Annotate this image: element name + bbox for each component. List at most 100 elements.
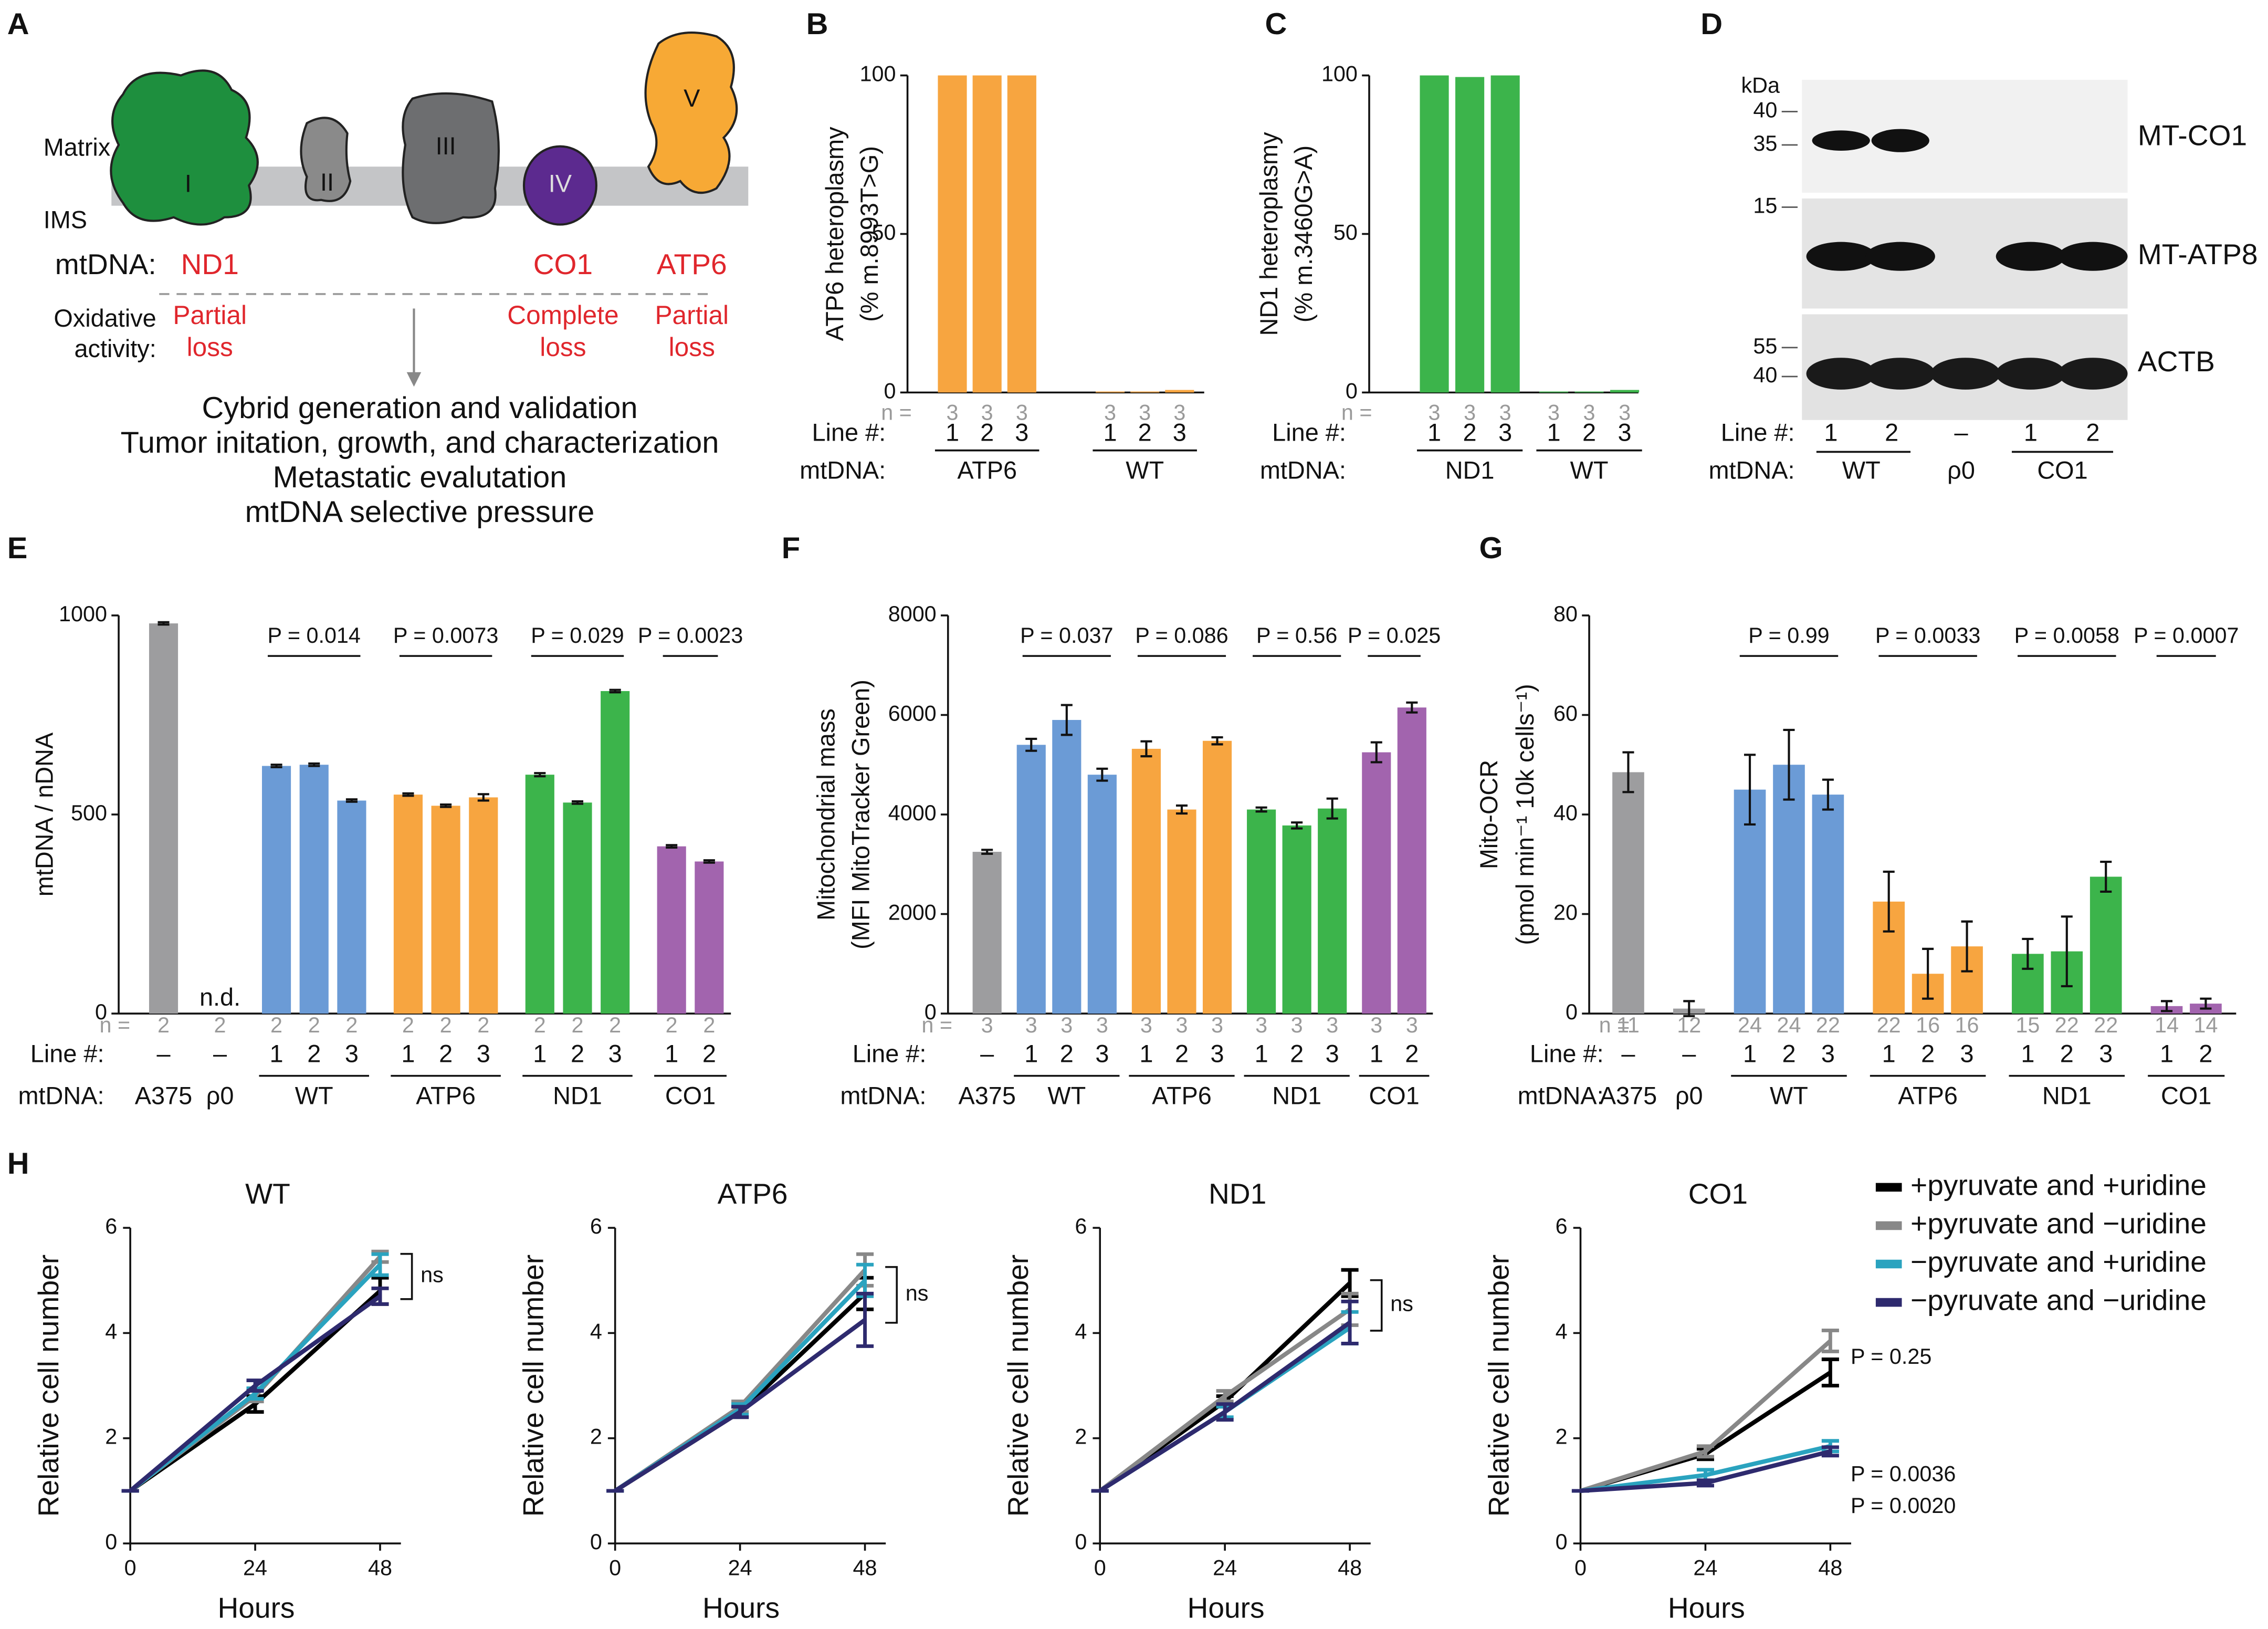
marker: 35 bbox=[1753, 131, 1777, 155]
row-label: n = bbox=[921, 1013, 952, 1037]
bar bbox=[1397, 707, 1426, 1014]
gene: ATP6 bbox=[657, 248, 727, 280]
line-label: 1 bbox=[1370, 1040, 1383, 1067]
group-label: CO1 bbox=[665, 1082, 716, 1109]
legend-label: −pyruvate and +uridine bbox=[1910, 1246, 2207, 1278]
line-label: 2 bbox=[1582, 419, 1596, 446]
protein: MT-ATP8 bbox=[2138, 238, 2258, 270]
y-tick-label: 8000 bbox=[888, 602, 937, 626]
bar bbox=[149, 623, 178, 1014]
bar bbox=[1812, 795, 1844, 1014]
line-label: 1 bbox=[1427, 419, 1441, 446]
annotation: P = 0.0036 bbox=[1851, 1461, 1956, 1486]
error-bar bbox=[609, 688, 621, 694]
lane: 1 bbox=[1824, 419, 1838, 446]
error-bar bbox=[1216, 1402, 1234, 1422]
activity-label: Oxidative bbox=[54, 305, 156, 332]
error-bar bbox=[2061, 915, 2073, 988]
error-bar bbox=[345, 798, 358, 803]
n-label: 2 bbox=[703, 1013, 715, 1037]
row-label: mtDNA: bbox=[1708, 456, 1794, 484]
line-label: 1 bbox=[1743, 1040, 1757, 1067]
bar bbox=[1773, 765, 1805, 1014]
band bbox=[1812, 130, 1870, 151]
y-axis-label: mtDNA / nDNA bbox=[31, 732, 58, 896]
n-label: 3 bbox=[1211, 1013, 1223, 1037]
error-bar bbox=[2100, 860, 2112, 893]
bar bbox=[393, 795, 423, 1014]
x-tick-label: 24 bbox=[728, 1556, 752, 1580]
bar bbox=[1016, 745, 1046, 1014]
n-label: 3 bbox=[1583, 401, 1595, 425]
n-label: 3 bbox=[1104, 401, 1116, 425]
y-tick-label: 2 bbox=[1075, 1425, 1087, 1449]
complex-ii bbox=[300, 117, 352, 202]
n-label: 3 bbox=[1370, 1013, 1382, 1037]
x-tick-label: 24 bbox=[1693, 1556, 1717, 1580]
y-tick-label: 4 bbox=[1556, 1319, 1568, 1343]
panel-letter: E bbox=[7, 531, 28, 565]
p-value: P = 0.037 bbox=[1020, 623, 1113, 648]
y-tick-label: 0 bbox=[1566, 1000, 1578, 1024]
band bbox=[1996, 358, 2066, 390]
n-label: 3 bbox=[1499, 401, 1511, 425]
n-label: 24 bbox=[1777, 1013, 1801, 1037]
y-tick-label: 50 bbox=[1334, 220, 1358, 244]
bar bbox=[1165, 390, 1194, 393]
error-bar bbox=[1683, 1000, 1695, 1017]
y-tick-label: 40 bbox=[1553, 801, 1578, 825]
y-tick-label: 500 bbox=[71, 801, 107, 825]
p-value: P = 0.0073 bbox=[393, 623, 498, 648]
y-tick-label: 80 bbox=[1553, 602, 1578, 626]
y-tick-label: 50 bbox=[872, 220, 896, 244]
annotation: ns bbox=[1390, 1292, 1413, 1316]
line-label: 3 bbox=[1821, 1040, 1835, 1067]
mtdna-label: mtDNA: bbox=[55, 248, 156, 280]
p-value: P = 0.086 bbox=[1135, 623, 1228, 648]
bar bbox=[1247, 809, 1276, 1014]
p-value: P = 0.56 bbox=[1256, 623, 1337, 648]
complex-label: IV bbox=[549, 170, 572, 197]
line-label: 2 bbox=[702, 1040, 716, 1067]
complex-v bbox=[644, 32, 738, 194]
line-label: 3 bbox=[345, 1040, 359, 1067]
p-value: P = 0.0023 bbox=[638, 623, 743, 648]
error-bar bbox=[1216, 1389, 1234, 1404]
n-label: 3 bbox=[1016, 401, 1028, 425]
line-label: 3 bbox=[1326, 1040, 1339, 1067]
n-label: 3 bbox=[1139, 401, 1151, 425]
series-line bbox=[614, 1292, 867, 1493]
y-tick-label: 2000 bbox=[888, 900, 937, 924]
annotation: P = 0.25 bbox=[1851, 1344, 1931, 1369]
bar bbox=[1052, 719, 1082, 1014]
line-label: 2 bbox=[1175, 1040, 1189, 1067]
y-tick-label: 100 bbox=[860, 62, 896, 86]
error-bar bbox=[1696, 1478, 1714, 1488]
error-bar bbox=[1370, 741, 1382, 764]
series-line bbox=[614, 1268, 867, 1493]
error-bar bbox=[1961, 920, 1973, 973]
line-label: 3 bbox=[477, 1040, 490, 1067]
bar bbox=[1282, 825, 1311, 1014]
error-bar bbox=[270, 764, 282, 768]
band bbox=[2058, 358, 2128, 390]
protein: ACTB bbox=[2138, 345, 2215, 378]
group-label: A375 bbox=[1600, 1082, 1657, 1109]
n-label: 3 bbox=[1060, 1013, 1073, 1037]
line-label: 1 bbox=[946, 419, 959, 446]
band bbox=[2058, 242, 2128, 271]
group-label: WT bbox=[295, 1082, 333, 1109]
effect: Partial bbox=[173, 300, 247, 330]
bar bbox=[1202, 740, 1232, 1014]
y-axis-label: Relative cell number bbox=[1482, 1255, 1515, 1517]
error-bar bbox=[1175, 804, 1188, 815]
error-bar bbox=[703, 859, 715, 864]
row-label: mtDNA: bbox=[840, 1082, 926, 1109]
error-bar bbox=[1291, 821, 1303, 830]
error-bar bbox=[981, 849, 993, 855]
n-label: 3 bbox=[1619, 401, 1631, 425]
bar bbox=[525, 775, 554, 1014]
n-label: 12 bbox=[1677, 1013, 1701, 1037]
bar bbox=[1362, 752, 1391, 1014]
group-label: ATP6 bbox=[1898, 1082, 1958, 1109]
